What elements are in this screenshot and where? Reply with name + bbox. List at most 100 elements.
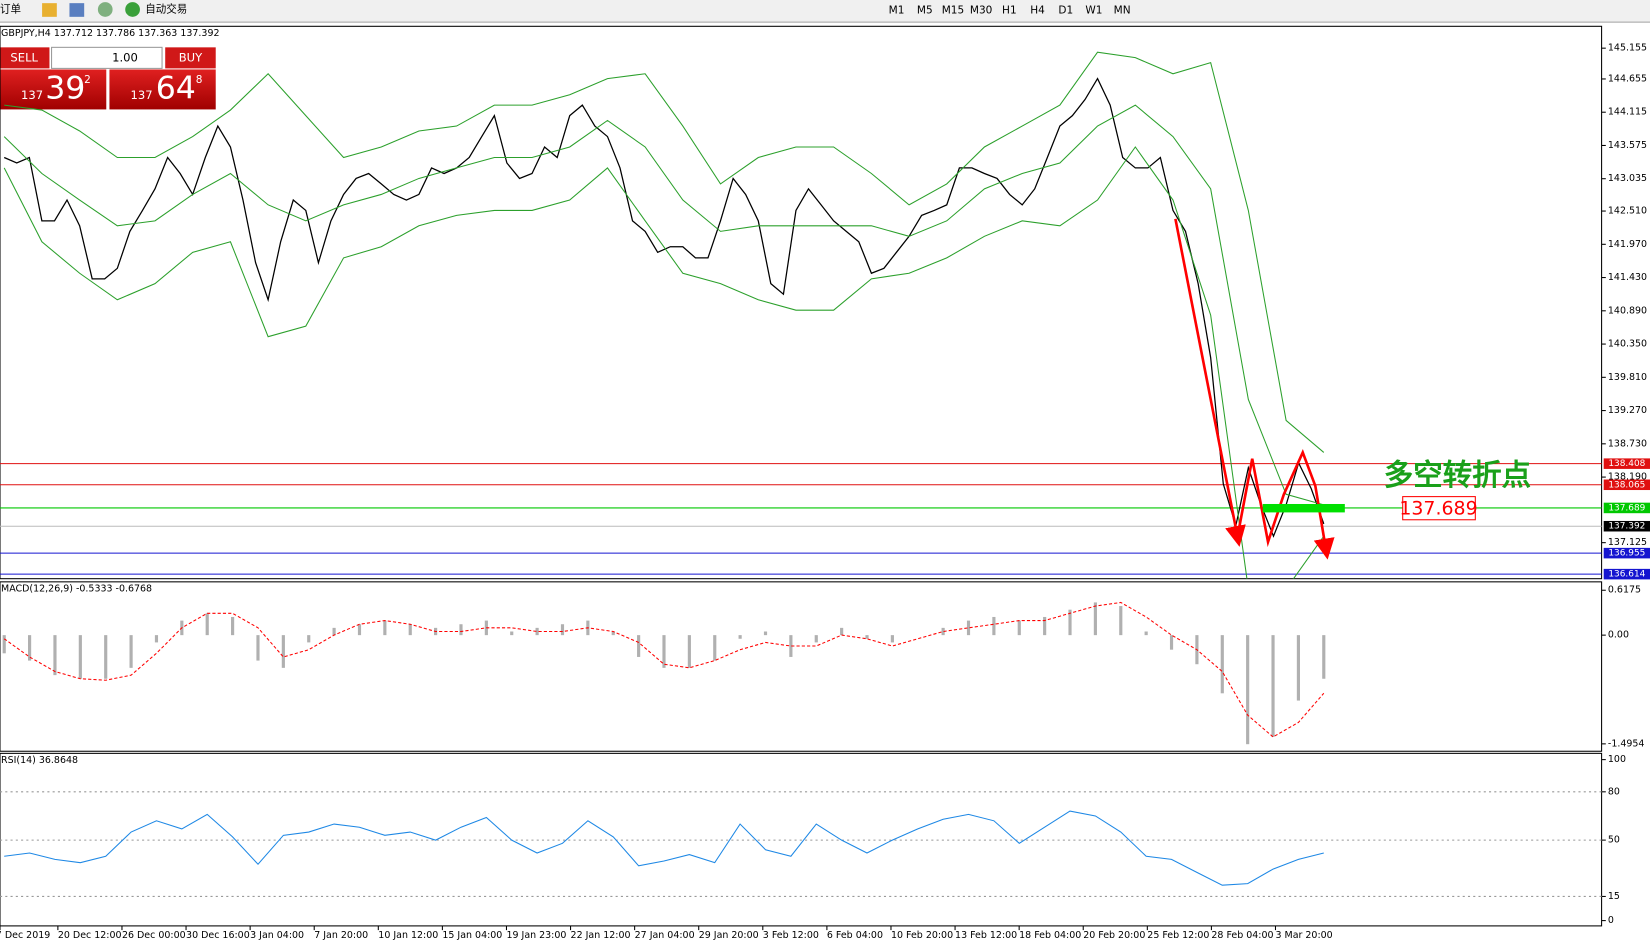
x-tick-label: 3 Jan 04:00: [250, 930, 304, 941]
timeframe-button[interactable]: M5: [917, 5, 933, 17]
pane-frame: [0, 25, 1603, 580]
y-tick-label: 139.810: [1608, 372, 1647, 383]
price-level-tag: [1603, 568, 1650, 580]
histogram-bar: [281, 635, 285, 668]
x-tick-label: 10 Jan 12:00: [378, 930, 438, 941]
histogram-bar: [510, 631, 514, 636]
y-tick-label: 145.155: [1608, 43, 1647, 54]
price-small: 2: [84, 74, 91, 86]
y-tick-label: 137.125: [1608, 537, 1647, 548]
price-big: 137: [21, 88, 43, 102]
price-level-label: 136.614: [1608, 570, 1645, 580]
histogram-bar: [560, 624, 565, 636]
series-group: [2, 601, 1326, 745]
buy-label[interactable]: BUY: [179, 50, 203, 64]
annotation-price: 137.689: [1399, 498, 1477, 520]
x-tick-label: 10 Feb 20:00: [891, 930, 953, 941]
histogram-bar: [357, 624, 362, 636]
y-tick-label: 140.890: [1608, 305, 1647, 316]
auto-trading[interactable]: 自动交易: [145, 2, 187, 15]
x-tick-label: 13 Feb 12:00: [955, 930, 1017, 941]
series-line: [3, 146, 1325, 579]
pane-frame: [0, 581, 1603, 752]
histogram-bar: [1246, 635, 1250, 745]
y-tick-label: 139.270: [1608, 405, 1647, 416]
buy-button[interactable]: [165, 47, 216, 69]
x-tick-label: 27 Jan 04:00: [635, 930, 695, 941]
series-group: [4, 810, 1324, 886]
histogram-bar: [738, 635, 742, 639]
y-tick-label: -1.4954: [1608, 738, 1645, 749]
timeframe-button[interactable]: H1: [1002, 5, 1017, 17]
icon[interactable]: [125, 2, 140, 17]
histogram-bar: [865, 635, 869, 639]
x-tick-label: 26 Dec 00:00: [122, 930, 186, 941]
histogram-bar: [383, 620, 387, 636]
series-line: [3, 601, 1325, 738]
y-tick-label: 0.00: [1608, 630, 1629, 641]
sell-button[interactable]: [0, 47, 50, 69]
annotation-box: [1402, 496, 1476, 521]
drawing-arrows: [1174, 218, 1335, 560]
x-tick-label: 30 Dec 16:00: [186, 930, 250, 941]
price-main: 39: [45, 70, 85, 106]
y-tick-label: 50: [1608, 835, 1620, 846]
sell-price-box[interactable]: [0, 69, 107, 110]
timeframe-button[interactable]: H4: [1030, 5, 1045, 17]
price-level-label: 138.065: [1608, 480, 1645, 490]
price-small: 8: [196, 74, 203, 86]
histogram-bar: [941, 627, 945, 636]
price-level-tag: [1603, 458, 1650, 469]
lots[interactable]: 1.00: [112, 50, 138, 64]
y-tick-label: 143.575: [1608, 140, 1647, 151]
timeframe-button[interactable]: MN: [1114, 5, 1131, 17]
timeframe-button[interactable]: M15: [942, 5, 964, 17]
icon[interactable]: [42, 3, 57, 17]
timeframe-button[interactable]: W1: [1085, 5, 1102, 17]
series-line: [4, 810, 1324, 886]
timeframe-button[interactable]: M1: [889, 5, 905, 17]
histogram-bar: [1322, 635, 1326, 679]
new-order[interactable]: 新订单: [0, 2, 21, 15]
pane-title: GBPJPY,H4 137.712 137.786 137.363 137.39…: [1, 28, 219, 39]
histogram-bar: [1296, 635, 1300, 701]
histogram-bar: [890, 635, 894, 643]
histogram-bar: [307, 635, 311, 643]
histogram-bar: [1144, 631, 1148, 636]
histogram-bar: [104, 635, 108, 679]
histogram-bar: [53, 635, 57, 676]
histogram-bar: [129, 635, 133, 668]
sell-label[interactable]: SELL: [10, 50, 38, 64]
lots-input[interactable]: [51, 46, 163, 69]
x-tick-label: 20 Feb 20:00: [1083, 930, 1145, 941]
y-tick-label: 141.970: [1608, 239, 1647, 250]
y-tick-label: 0: [1608, 915, 1614, 926]
histogram-bar: [662, 635, 666, 668]
histogram-bar: [78, 635, 82, 679]
buy-price-box[interactable]: [109, 69, 216, 110]
timeframe-button[interactable]: M30: [970, 5, 992, 17]
y-tick-label: 142.510: [1608, 206, 1647, 217]
x-tick-label: 7 Dec 2019: [0, 930, 50, 941]
icon[interactable]: [97, 2, 113, 17]
y-tick-label: 144.655: [1608, 73, 1647, 84]
histogram-bar: [1169, 635, 1174, 650]
histogram-bar: [611, 631, 615, 636]
histogram-bar: [789, 635, 793, 657]
histogram-bar: [637, 635, 641, 657]
pane-title: MACD(12,26,9) -0.5333 -0.6768: [1, 584, 152, 595]
icon[interactable]: [69, 3, 85, 17]
y-tick-label: 138.190: [1608, 472, 1647, 483]
price-level-label: 137.392: [1608, 522, 1645, 532]
x-tick-label: 25 Feb 12:00: [1147, 930, 1209, 941]
histogram-bar: [966, 620, 971, 636]
price-level-label: 137.689: [1608, 503, 1645, 513]
timeframe-button[interactable]: D1: [1058, 5, 1073, 17]
histogram-bar: [408, 624, 412, 636]
histogram-bar: [687, 635, 691, 668]
x-tick-label: 29 Jan 20:00: [699, 930, 759, 941]
x-tick-label: 28 Feb 04:00: [1211, 930, 1273, 941]
price-level-label: 136.955: [1608, 549, 1645, 559]
